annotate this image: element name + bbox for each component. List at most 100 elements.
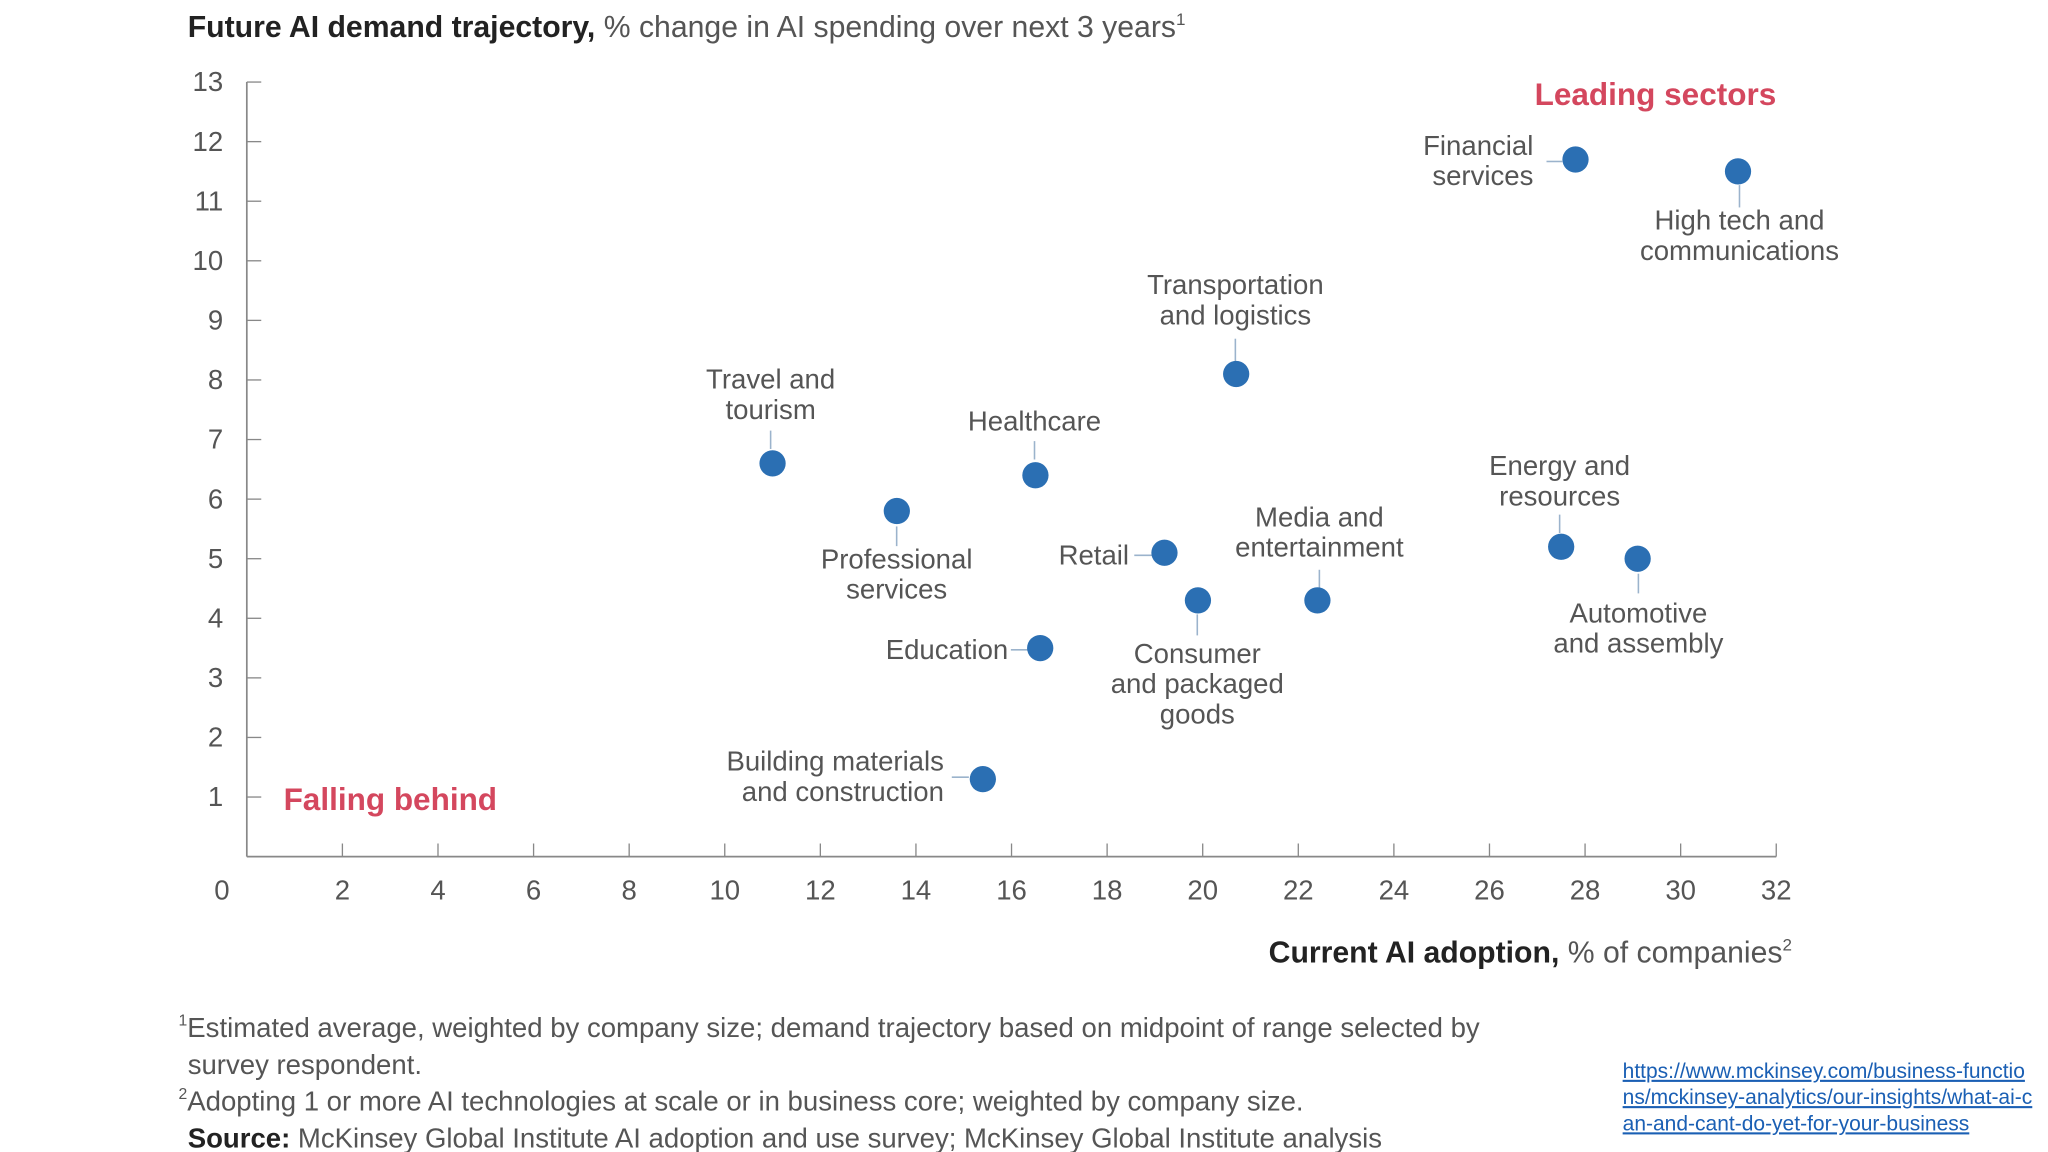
data-point-group: Retail	[1059, 540, 1178, 571]
point-label: Financial	[1423, 130, 1533, 161]
footnote-1-sup: 1	[179, 1012, 188, 1029]
footnote-2-text: Adopting 1 or more AI technologies at sc…	[187, 1086, 1303, 1117]
footnote-2-sup: 2	[179, 1086, 188, 1103]
x-tick-label: 4	[430, 874, 445, 905]
x-tick-label: 2	[335, 874, 350, 905]
point-label: tourism	[725, 394, 815, 425]
x-tick-label: 20	[1187, 874, 1218, 905]
point-label: Professional	[821, 543, 973, 574]
data-point	[1022, 462, 1049, 489]
point-label: entertainment	[1235, 532, 1404, 563]
x-tick-label: 10	[709, 874, 740, 905]
source-link-line-2[interactable]: ns/mckinsey-analytics/our-insights/what-…	[1623, 1086, 2033, 1109]
x-tick-label: 8	[622, 874, 637, 905]
point-label: and logistics	[1160, 299, 1312, 330]
x-tick-label: 12	[805, 874, 836, 905]
x-tick-label: 14	[901, 874, 932, 905]
x-axis-title: Current AI adoption, % of companies2	[1269, 935, 1792, 969]
y-tick-label: 13	[193, 66, 224, 97]
data-point-group: Healthcare	[968, 406, 1101, 489]
source-line: Source: McKinsey Global Institute AI ado…	[188, 1122, 1382, 1152]
x-tick-label: 22	[1283, 874, 1314, 905]
point-label: High tech and	[1654, 205, 1824, 236]
xlabel-sup: 2	[1783, 935, 1792, 954]
point-label: and assembly	[1553, 627, 1723, 658]
x-tick-label: 6	[526, 874, 541, 905]
data-point-group: Education	[886, 634, 1054, 665]
x-tick-label: 16	[996, 874, 1027, 905]
y-tick-label: 1	[208, 781, 223, 812]
chart-title: Future AI demand trajectory, % change in…	[188, 10, 1186, 44]
point-label: Education	[886, 634, 1009, 665]
point-label: Retail	[1059, 540, 1129, 571]
source-text: McKinsey Global Institute AI adoption an…	[290, 1122, 1382, 1152]
axes: 0 2 4 6 8 10 12 14 16 18 20 22 24 26 28 30 3212345678910…	[193, 66, 1792, 905]
point-label: Healthcare	[968, 406, 1101, 437]
x-tick-label: 32	[1761, 874, 1792, 905]
xlabel-rest: % of companies	[1559, 936, 1782, 969]
point-label: Travel and	[706, 364, 835, 395]
point-label: services	[1432, 160, 1533, 191]
footnote-1-line1: Estimated average, weighted by company s…	[187, 1012, 1480, 1043]
title-bold: Future AI demand trajectory,	[188, 11, 596, 44]
title-rest: % change in AI spending over next 3 year…	[595, 11, 1176, 44]
y-tick-label: 6	[208, 483, 223, 514]
y-tick-label: 5	[208, 543, 223, 574]
x-tick-label: 26	[1474, 874, 1505, 905]
source-link[interactable]: https://www.mckinsey.com/business-functi…	[1623, 1060, 2033, 1136]
point-label: services	[846, 574, 947, 605]
title-sup: 1	[1176, 10, 1185, 29]
data-point	[759, 450, 786, 477]
point-label: Building materials	[726, 746, 943, 777]
source-label: Source:	[188, 1122, 291, 1152]
data-point	[1151, 539, 1178, 566]
y-tick-label: 3	[208, 662, 223, 693]
point-label: resources	[1499, 480, 1620, 511]
data-point	[1548, 533, 1575, 560]
y-tick-label: 12	[193, 126, 224, 157]
x-tick-label: 28	[1570, 874, 1601, 905]
data-point	[1184, 587, 1212, 614]
y-tick-label: 8	[208, 364, 223, 395]
x-tick-label: 18	[1092, 874, 1123, 905]
y-tick-label: 10	[193, 245, 224, 276]
data-point	[1562, 146, 1589, 173]
annotation-falling-behind: Falling behind	[284, 781, 498, 817]
x-tick-label: 0	[214, 874, 229, 905]
xlabel-bold: Current AI adoption,	[1269, 936, 1560, 969]
data-point	[969, 766, 996, 793]
y-tick-label: 11	[195, 185, 224, 216]
x-tick-label: 30	[1665, 874, 1696, 905]
x-tick-label: 24	[1379, 874, 1410, 905]
point-label: and construction	[742, 776, 944, 807]
data-point	[1304, 587, 1331, 614]
y-tick-label: 7	[208, 424, 223, 455]
footnote-1: 1Estimated average, weighted by company …	[179, 1012, 1480, 1043]
source-link-line-3[interactable]: an-and-cant-do-yet-for-your-business	[1623, 1112, 1970, 1135]
point-label: Energy and	[1489, 450, 1630, 481]
data-point	[1223, 360, 1250, 388]
data-point	[1027, 634, 1054, 662]
point-label: Transportation	[1147, 269, 1324, 300]
y-tick-label: 2	[208, 722, 223, 753]
source-link-line-1[interactable]: https://www.mckinsey.com/business-functi…	[1623, 1060, 2025, 1083]
y-tick-label: 4	[208, 602, 223, 633]
point-label: communications	[1640, 235, 1839, 266]
data-point	[883, 497, 910, 525]
data-point	[1624, 545, 1651, 572]
footnote-1-line2: survey respondent.	[188, 1049, 422, 1080]
point-label: goods	[1160, 698, 1235, 729]
annotation-leading-sectors: Leading sectors	[1535, 76, 1777, 112]
